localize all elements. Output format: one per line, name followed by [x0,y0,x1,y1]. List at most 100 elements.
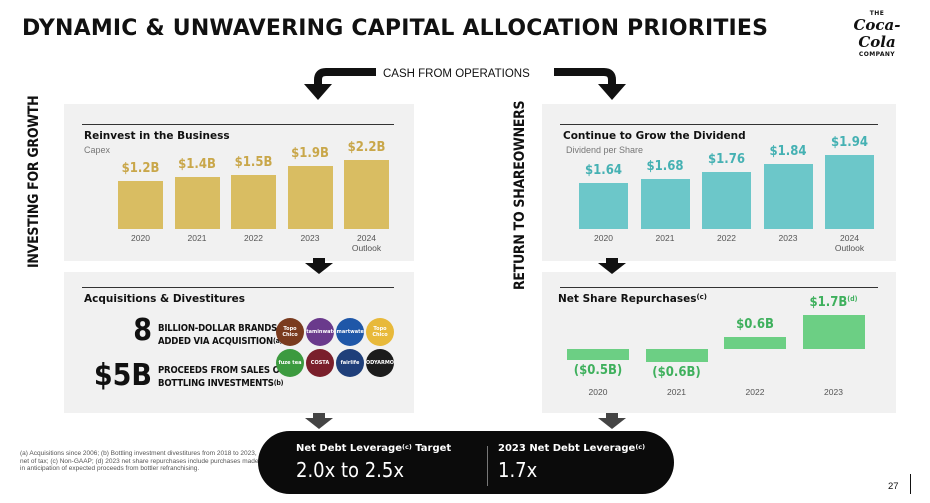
stat2-line1: PROCEEDS FROM SALES OF [158,365,286,376]
bar-value-label: $1.2B [121,161,160,177]
page-title: DYNAMIC & UNWAVERING CAPITAL ALLOCATION … [22,16,769,41]
left-curved-arrow-icon [304,68,376,100]
x-axis-year: 2020 [594,233,613,243]
repurchases-title-text: Net Share Repurchases [558,293,697,305]
right-curved-arrow-icon [554,68,626,100]
acquisitions-title: Acquisitions & Divestitures [84,293,246,305]
bottling-proceeds-value: $5B [93,358,152,393]
x-axis-label: 2021 [167,233,228,243]
x-axis-label: 2023 [756,233,821,243]
leverage-target-label: Net Debt Leverage(c) Target [296,443,451,454]
return-to-shareowners-label: RETURN TO SHAREOWNERS [512,100,528,290]
down-arrow-icon [598,258,626,274]
bar-value-label: $1.5B [234,154,273,170]
bar [344,160,389,229]
x-axis-year: 2021 [655,233,675,243]
leverage-actual-sup: (c) [635,443,646,451]
x-axis-label: 2020 [110,233,171,243]
bar-value-label: ($0.6B) [636,365,718,380]
stat1-line2: ADDED VIA ACQUISITION [158,336,273,347]
x-axis-label: 2021 [667,387,686,397]
leverage-target-sup: (c) [402,443,412,451]
bar [567,349,629,360]
x-axis-label: 2022 [223,233,284,243]
bar-value-text: ($0.6B) [652,365,701,380]
leverage-divider [487,446,488,486]
cash-from-operations-label: CASH FROM OPERATIONS [383,68,530,80]
logo-company: COMPANY [858,51,896,58]
x-axis-year: 2024 [840,233,859,243]
x-axis-year: 2020 [131,233,150,243]
x-axis-year: 2023 [778,233,798,243]
stat1-sup: (a) [272,337,283,345]
x-axis-year: 2023 [300,233,320,243]
bar [802,315,865,349]
brand-logo-icon: vitaminwater [306,318,334,346]
down-arrow-icon [305,413,333,429]
bar [231,174,276,229]
x-axis-label: 2022 [694,233,759,243]
brand-logo-icon: Topo Chico [276,318,304,346]
x-axis-label: 2021 [633,233,698,243]
repurchases-rule [560,287,878,288]
bar-value-label: $2.2B [347,140,386,155]
leverage-target-suffix: Target [411,443,452,454]
bar [825,155,874,229]
bar-value-label: $1.4B [178,157,216,173]
bar-value-label: $1.84 [769,144,807,160]
bar [702,171,751,229]
x-axis-year: 2021 [187,233,207,243]
leverage-pill [258,431,674,494]
leverage-actual-label: 2023 Net Debt Leverage(c) [498,443,645,454]
x-axis-label: 2024 Outlook [336,233,397,253]
logo-the: THE [869,10,885,17]
page-number-bar [910,474,911,494]
leverage-actual-label-text: 2023 Net Debt Leverage [498,443,636,454]
stat2-line2: BOTTLING INVESTMENTS [158,378,274,389]
reinvest-subtitle: Capex [84,145,111,155]
bar-value-label: $1.64 [585,162,622,178]
page-number: 27 [888,481,899,492]
leverage-target-value: 2.0x to 2.5x [296,458,404,482]
reinvest-rule [82,124,394,125]
bar-value-label: $1.76 [708,151,745,167]
leverage-actual-value: 1.7x [498,458,538,482]
bar-value-label: $1.9B [291,146,329,162]
down-arrow-icon [598,413,626,429]
x-axis-year: 2022 [717,233,736,243]
bar-value-label: $0.6B [714,317,796,332]
brand-logo-icon: BODYARMOR [366,349,394,377]
x-axis-label: 2023 [824,387,843,397]
x-axis-year: 2024 [357,233,376,243]
stat2-sup: (b) [273,379,284,387]
x-axis-note: Outlook [834,243,865,253]
leverage-target-label-text: Net Debt Leverage [296,443,402,454]
billion-dollar-brands-count: 8 [133,313,152,348]
brand-logo-icon: COSTA [306,349,334,377]
bar [763,164,813,229]
brand-logo-icon: fuze tea [276,349,304,377]
x-axis-label: 2020 [571,233,636,243]
bar [579,182,628,229]
x-axis-label: 2020 [588,387,608,397]
dividend-subtitle: Dividend per Share [566,145,644,155]
billion-dollar-brands-text: BILLION-DOLLAR BRANDS ADDED VIA ACQUISIT… [158,322,283,348]
repurchases-title-sup: (c) [696,293,708,301]
x-axis-year: 2022 [244,233,263,243]
x-axis-label: 2024 Outlook [817,233,882,253]
x-axis-note: Outlook [351,243,382,253]
bar-value-label: ($0.5B) [557,363,639,378]
bar [640,179,690,229]
x-axis-label: 2023 [280,233,341,243]
bar-value-label: $1.7B(d) [793,295,875,310]
down-arrow-icon [305,258,333,274]
reinvest-title: Reinvest in the Business [84,130,230,142]
bar-value-sup: (d) [847,295,858,303]
bar-value-text: ($0.5B) [573,362,623,378]
bottling-proceeds-text: PROCEEDS FROM SALES OF BOTTLING INVESTME… [158,364,286,390]
coca-cola-logo: THE Coca-Cola COMPANY [838,10,916,58]
brand-logo-icon: smartwater [336,318,364,346]
dividend-rule [560,124,878,125]
bar [724,337,786,349]
acquisitions-rule [82,287,394,288]
